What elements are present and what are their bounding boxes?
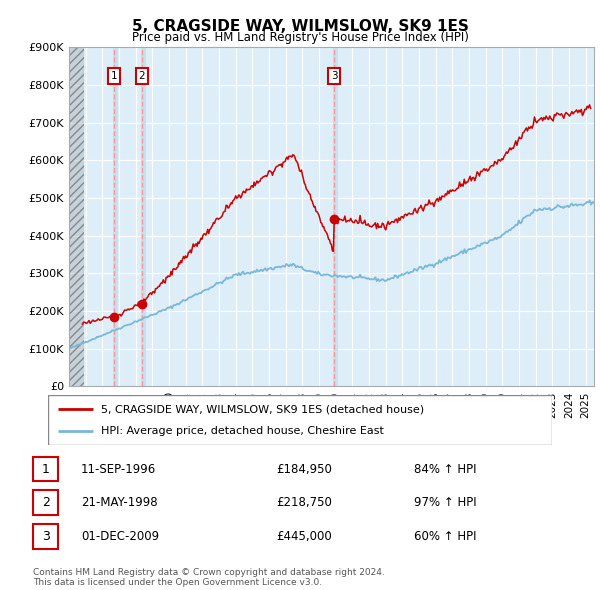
- Bar: [69, 47, 85, 386]
- Text: 5, CRAGSIDE WAY, WILMSLOW, SK9 1ES (detached house): 5, CRAGSIDE WAY, WILMSLOW, SK9 1ES (deta…: [101, 404, 424, 414]
- Bar: [113, 47, 118, 386]
- Text: 01-DEC-2009: 01-DEC-2009: [81, 530, 159, 543]
- Bar: [333, 47, 338, 386]
- Text: 3: 3: [331, 71, 338, 81]
- Text: £184,950: £184,950: [276, 463, 332, 476]
- Text: 1: 1: [111, 71, 118, 81]
- Text: 97% ↑ HPI: 97% ↑ HPI: [414, 496, 476, 509]
- Text: Price paid vs. HM Land Registry's House Price Index (HPI): Price paid vs. HM Land Registry's House …: [131, 31, 469, 44]
- Bar: [69, 47, 85, 386]
- Text: £218,750: £218,750: [276, 496, 332, 509]
- Text: £445,000: £445,000: [276, 530, 332, 543]
- Text: 21-MAY-1998: 21-MAY-1998: [81, 496, 158, 509]
- Text: Contains HM Land Registry data © Crown copyright and database right 2024.
This d: Contains HM Land Registry data © Crown c…: [33, 568, 385, 587]
- Text: 11-SEP-1996: 11-SEP-1996: [81, 463, 156, 476]
- Text: 2: 2: [139, 71, 145, 81]
- Bar: [140, 47, 146, 386]
- Text: 5, CRAGSIDE WAY, WILMSLOW, SK9 1ES: 5, CRAGSIDE WAY, WILMSLOW, SK9 1ES: [131, 19, 469, 34]
- Text: 84% ↑ HPI: 84% ↑ HPI: [414, 463, 476, 476]
- Text: HPI: Average price, detached house, Cheshire East: HPI: Average price, detached house, Ches…: [101, 427, 384, 437]
- Text: 3: 3: [41, 530, 50, 543]
- Text: 2: 2: [41, 496, 50, 509]
- Text: 1: 1: [41, 463, 50, 476]
- Text: 60% ↑ HPI: 60% ↑ HPI: [414, 530, 476, 543]
